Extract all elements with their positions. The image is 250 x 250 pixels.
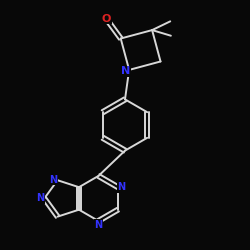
Text: N: N [94, 220, 102, 230]
Text: N: N [121, 66, 130, 76]
Text: N: N [118, 182, 126, 192]
Text: N: N [49, 174, 57, 184]
Text: N: N [36, 193, 45, 203]
Text: O: O [102, 14, 111, 24]
